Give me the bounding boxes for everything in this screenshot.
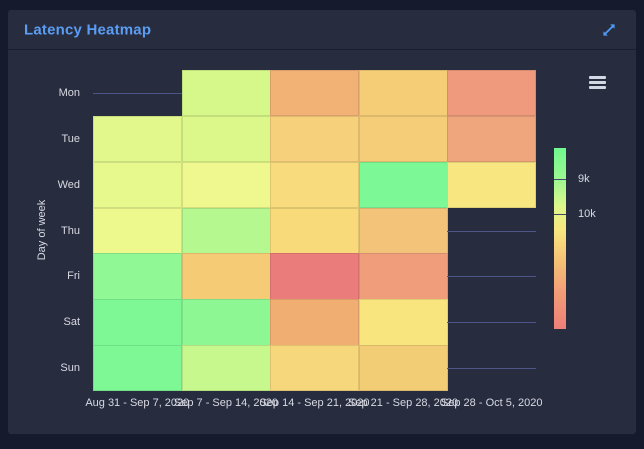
heatmap-cell-thu-0 bbox=[93, 207, 183, 254]
chart-menu-icon[interactable] bbox=[589, 76, 606, 89]
empty-bucket-gridline bbox=[93, 92, 182, 94]
y-axis-label-sun: Sun bbox=[60, 362, 80, 375]
legend-tick-label-10k: 10k bbox=[578, 208, 596, 221]
heatmap-cell-sun-0 bbox=[93, 345, 183, 392]
heatmap-cell-tue-4 bbox=[447, 115, 537, 163]
x-axis-label-4: Sep 28 - Oct 5, 2020 bbox=[440, 397, 543, 409]
heatmap-cell-fri-2 bbox=[270, 253, 360, 300]
heatmap-cell-thu-3 bbox=[358, 207, 448, 254]
heatmap-cell-thu-1 bbox=[181, 207, 271, 254]
heatmap-cell-wed-2 bbox=[270, 161, 360, 209]
heatmap-cell-tue-2 bbox=[270, 115, 360, 163]
legend-tick-line-1 bbox=[554, 214, 566, 216]
heatmap-cell-tue-1 bbox=[181, 115, 271, 163]
expand-icon[interactable] bbox=[601, 22, 617, 38]
y-axis-label-tue: Tue bbox=[61, 132, 80, 145]
x-axis-label-0: Aug 31 - Sep 7, 2020 bbox=[85, 397, 190, 409]
heatmap-cell-tue-3 bbox=[358, 115, 448, 163]
heatmap-cell-sun-3 bbox=[358, 345, 448, 392]
heatmap-cell-wed-0 bbox=[93, 161, 183, 209]
legend-gradient-bar bbox=[554, 148, 566, 329]
empty-bucket-gridline bbox=[447, 368, 536, 370]
heatmap-cell-fri-0 bbox=[93, 253, 183, 300]
legend-tick-label-9k: 9k bbox=[578, 172, 590, 185]
heatmap-cell-sat-2 bbox=[270, 299, 360, 346]
heatmap-cell-fri-3 bbox=[358, 253, 448, 300]
heatmap-cell-thu-2 bbox=[270, 207, 360, 254]
y-axis-label-mon: Mon bbox=[58, 86, 80, 99]
heatmap-cell-mon-1 bbox=[181, 70, 271, 117]
heatmap-cell-wed-1 bbox=[181, 161, 271, 209]
heatmap-cell-mon-4 bbox=[447, 70, 537, 117]
x-axis-label-1: Sep 7 - Sep 14, 2020 bbox=[173, 397, 278, 409]
y-axis-label-sat: Sat bbox=[63, 316, 80, 329]
y-axis-label-wed: Wed bbox=[57, 178, 80, 191]
heatmap-cell-tue-0 bbox=[93, 115, 183, 163]
x-axis-label-2: Sep 14 - Sep 21, 2020 bbox=[259, 397, 370, 409]
heatmap-plot[interactable] bbox=[93, 70, 537, 392]
heatmap-cell-wed-3 bbox=[358, 161, 448, 209]
heatmap-cell-mon-2 bbox=[270, 70, 360, 117]
color-scale-legend: 9k 10k bbox=[554, 148, 624, 340]
heatmap-cell-sun-2 bbox=[270, 345, 360, 392]
panel-title[interactable]: Latency Heatmap bbox=[24, 21, 152, 38]
heatmap-cell-fri-1 bbox=[181, 253, 271, 300]
latency-heatmap-panel: Latency Heatmap Day of week Mon Tue Wed Thu… bbox=[8, 10, 636, 434]
heatmap-cell-sat-1 bbox=[181, 299, 271, 346]
empty-bucket-gridline bbox=[447, 322, 536, 324]
y-axis-label-thu: Thu bbox=[61, 224, 80, 237]
panel-header: Latency Heatmap bbox=[8, 10, 636, 50]
heatmap-cell-sat-3 bbox=[358, 299, 448, 346]
heatmap-cell-sun-1 bbox=[181, 345, 271, 392]
heatmap-cell-wed-4 bbox=[447, 161, 537, 209]
y-axis-label-fri: Fri bbox=[67, 270, 80, 283]
empty-bucket-gridline bbox=[447, 276, 536, 278]
empty-bucket-gridline bbox=[447, 230, 536, 232]
heatmap-cell-sat-0 bbox=[93, 299, 183, 346]
legend-tick-line-0 bbox=[554, 178, 566, 180]
x-axis-label-3: Sep 21 - Sep 28, 2020 bbox=[348, 397, 459, 409]
heatmap-cell-mon-3 bbox=[358, 70, 448, 117]
